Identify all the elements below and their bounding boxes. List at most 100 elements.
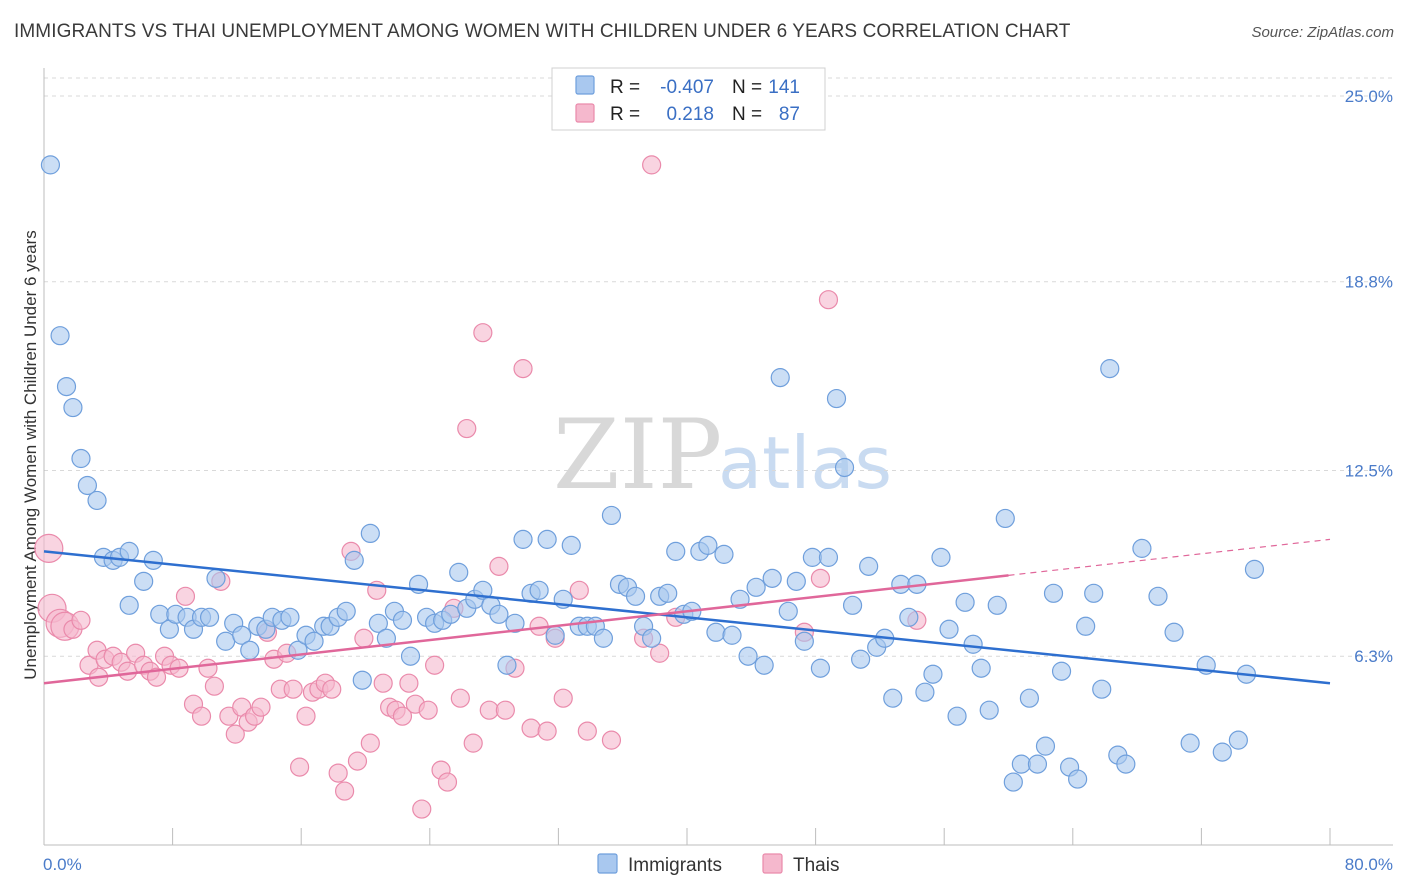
immigrants-point <box>826 388 847 409</box>
y-tick-label: 6.3% <box>1354 647 1393 666</box>
immigrants-point <box>240 640 260 660</box>
legend-swatch-immigrants <box>575 75 595 95</box>
immigrants-point <box>625 586 646 606</box>
y-axis-label: Unemployment Among Women with Children U… <box>21 230 40 679</box>
immigrants-point <box>1164 622 1184 642</box>
thais-point <box>513 359 533 379</box>
thais-point <box>198 658 218 678</box>
immigrants-point <box>304 631 324 651</box>
immigrants-point <box>545 625 565 645</box>
immigrants-point <box>497 655 517 675</box>
legend-top: R = -0.407 N = 141 R = 0.218 N = 87 <box>551 67 826 131</box>
immigrants-point <box>1068 769 1088 789</box>
x-tick-label-max: 80.0% <box>1345 855 1393 874</box>
trendline-thais-extension <box>1008 538 1331 576</box>
immigrants-point <box>77 475 98 496</box>
immigrants-point <box>786 571 806 591</box>
thais-point <box>354 628 374 648</box>
immigrants-point <box>1076 616 1096 636</box>
immigrants-point <box>489 604 509 624</box>
immigrants-point <box>601 505 622 526</box>
immigrants-point <box>891 574 911 594</box>
bottom-legend-swatch-thais <box>762 853 783 874</box>
immigrants-point <box>336 601 356 621</box>
trendline-thais <box>43 574 1009 685</box>
immigrants-point <box>754 655 774 675</box>
immigrants-point <box>593 628 614 648</box>
legend-box <box>551 67 826 131</box>
immigrants-point <box>1011 754 1031 774</box>
immigrants-point <box>714 544 734 564</box>
legend-r-label-immigrants: R = <box>610 77 640 98</box>
immigrants-point <box>1180 733 1200 753</box>
thais-point <box>191 706 212 726</box>
immigrants-point <box>505 613 525 633</box>
immigrants-point <box>529 580 549 600</box>
legend-n-value-thais: 87 <box>779 104 800 125</box>
immigrants-point <box>40 155 61 175</box>
thais-point <box>322 679 342 699</box>
thais-point <box>289 757 310 777</box>
legend-n-label-immigrants: N = <box>732 77 762 98</box>
immigrants-point <box>794 631 814 651</box>
legend-r-value-immigrants: -0.407 <box>660 77 714 98</box>
immigrants-point <box>995 508 1015 529</box>
immigrants-point <box>1027 754 1048 774</box>
immigrants-point <box>698 535 718 555</box>
immigrants-point <box>987 595 1007 615</box>
immigrants-point <box>1019 688 1039 708</box>
axes <box>43 68 1393 846</box>
chart-title: IMMIGRANTS VS THAI UNEMPLOYMENT AMONG WO… <box>14 21 1071 42</box>
thais-point <box>146 667 167 687</box>
immigrants-point <box>851 649 871 669</box>
thais-point <box>537 721 557 741</box>
immigrants-point <box>1035 736 1056 756</box>
y-tick-labels: 6.3% 12.5% 18.8% 25.0% <box>1345 87 1393 666</box>
bottom-legend-label-thais: Thais <box>793 855 839 876</box>
legend-n-value-immigrants: 141 <box>768 77 800 98</box>
y-tick-label: 25.0% <box>1345 87 1393 106</box>
immigrants-point <box>979 700 999 720</box>
legend-bottom: Immigrants Thais <box>597 853 839 876</box>
thais-point <box>601 730 622 750</box>
immigrants-point <box>762 568 782 588</box>
thais-point <box>204 676 224 696</box>
y-tick-label: 12.5% <box>1345 461 1393 480</box>
thais-point <box>463 733 483 753</box>
x-tick-labels: 0.0% 80.0% <box>43 855 1393 874</box>
immigrants-point <box>842 595 863 615</box>
thais-point <box>818 290 839 310</box>
thais-point <box>418 700 438 720</box>
immigrants-point <box>50 326 70 346</box>
immigrants-point <box>280 607 300 627</box>
watermark-zip: ZIP <box>553 399 722 511</box>
immigrants-point <box>658 583 678 603</box>
thais-point <box>489 556 509 576</box>
bottom-legend-label-immigrants: Immigrants <box>628 855 722 876</box>
thais-point <box>34 533 64 563</box>
immigrants-point <box>883 688 903 708</box>
immigrants-point <box>119 595 139 615</box>
immigrants-point <box>376 628 396 648</box>
immigrants-point <box>392 610 413 630</box>
legend-swatch-thais <box>575 103 595 123</box>
thais-point <box>521 718 541 738</box>
legend-n-label-thais: N = <box>732 104 762 125</box>
x-tick-label-min: 0.0% <box>43 855 82 874</box>
thais-point <box>810 568 831 588</box>
immigrants-point <box>216 631 236 651</box>
immigrants-point <box>770 368 790 388</box>
thais-point <box>642 155 662 175</box>
immigrants-point <box>400 646 421 666</box>
immigrants-point <box>1244 559 1265 579</box>
immigrants-point <box>232 625 252 645</box>
legend-r-label-thais: R = <box>610 104 640 125</box>
immigrants-point <box>642 628 662 648</box>
thais-point <box>175 586 196 606</box>
immigrants-point <box>810 658 831 678</box>
immigrants-point <box>199 607 220 627</box>
thais-point <box>479 700 499 720</box>
gridlines <box>44 77 1393 657</box>
thais-point <box>437 772 458 792</box>
thais-point <box>399 673 419 693</box>
